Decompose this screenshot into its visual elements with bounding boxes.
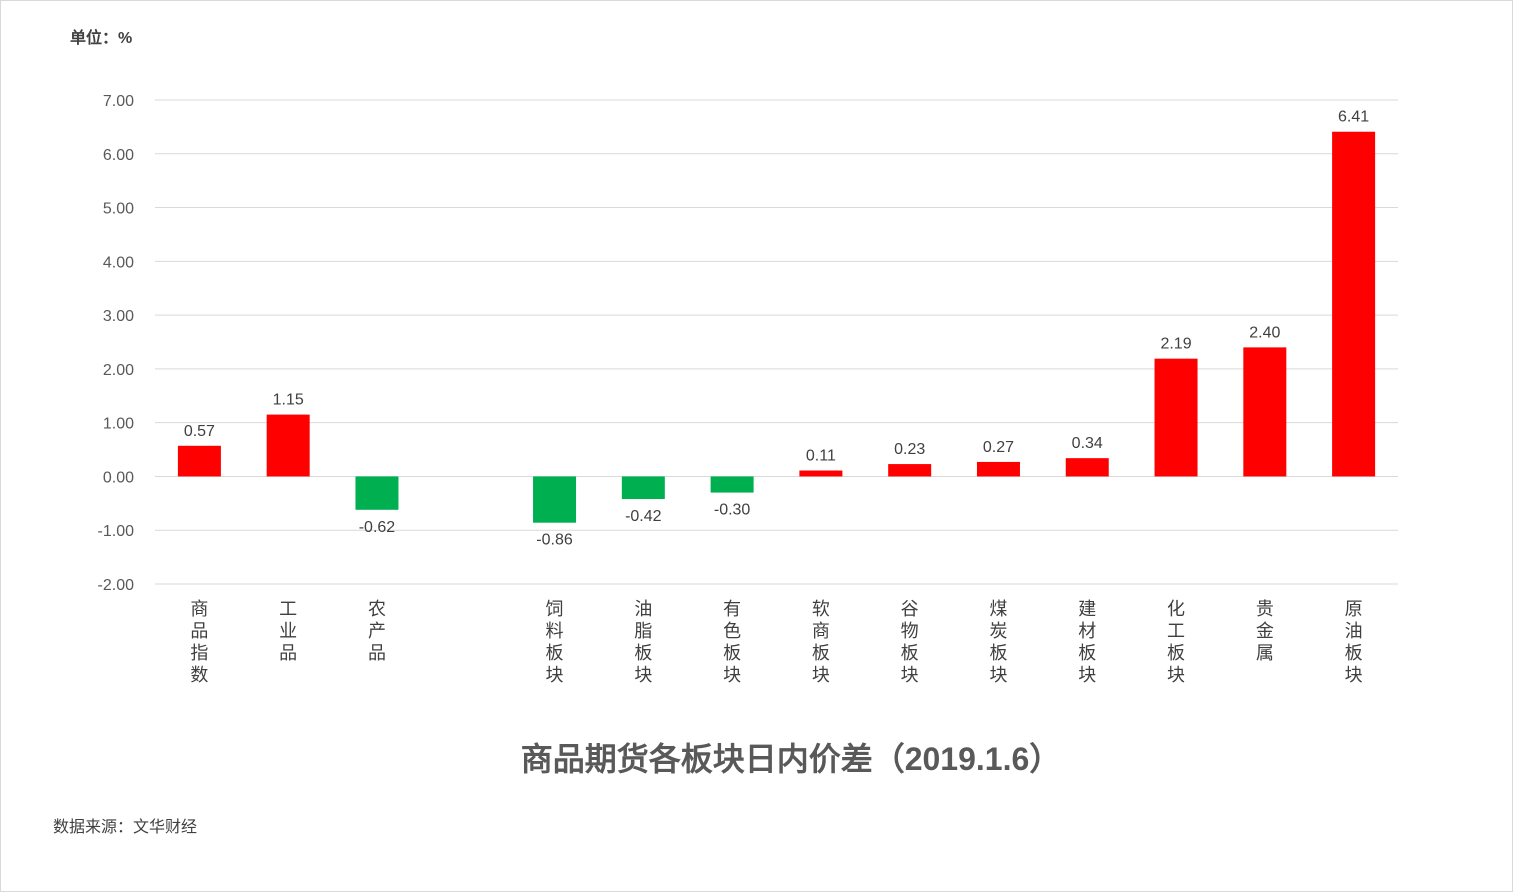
data-label: -0.30 <box>714 502 751 519</box>
bar <box>621 476 665 500</box>
data-label: 0.57 <box>184 423 215 440</box>
category-label: 原油板块 <box>1345 599 1363 686</box>
data-label: 2.19 <box>1160 336 1191 353</box>
category-label: 油脂板块 <box>634 599 652 686</box>
y-tick-label: 3.00 <box>103 308 134 325</box>
bar <box>266 414 310 477</box>
bar <box>1065 458 1109 477</box>
data-label: -0.86 <box>536 532 573 549</box>
category-label: 煤炭板块 <box>989 599 1007 686</box>
bar <box>1332 131 1376 477</box>
bar <box>888 464 932 477</box>
category-label: 商品指数 <box>190 599 208 686</box>
data-label: 1.15 <box>273 392 304 409</box>
y-tick-label: 0.00 <box>103 469 134 486</box>
data-label: 0.34 <box>1072 435 1103 452</box>
category-label: 饲料板块 <box>546 599 564 686</box>
y-tick-label: 6.00 <box>103 147 134 164</box>
bar <box>533 476 577 523</box>
source-label: 数据来源：文华财经 <box>53 819 198 836</box>
bar <box>1243 347 1287 477</box>
y-tick-label: 2.00 <box>103 362 134 379</box>
data-label: 0.23 <box>894 441 925 458</box>
category-label: 农产品 <box>368 599 386 664</box>
data-label: 6.41 <box>1338 109 1369 126</box>
bar <box>1154 358 1198 477</box>
y-tick-label: 1.00 <box>103 416 134 433</box>
y-tick-label: -1.00 <box>98 523 135 540</box>
data-label: 0.11 <box>806 448 836 465</box>
data-label: 0.27 <box>983 439 1014 456</box>
data-label: -0.42 <box>625 508 662 525</box>
data-label: -0.62 <box>359 519 396 536</box>
unit-label: 单位：% <box>70 30 133 47</box>
chart-title: 商品期货各板块日内价差（2019.1.6） <box>520 741 1062 777</box>
bar <box>177 445 221 477</box>
category-label: 建材板块 <box>1078 599 1096 686</box>
category-label: 工业品 <box>279 599 297 664</box>
bar <box>710 476 754 493</box>
y-tick-label: -2.00 <box>98 577 135 594</box>
category-label: 化工板块 <box>1167 599 1185 686</box>
y-tick-label: 5.00 <box>103 201 134 218</box>
category-label: 贵金属 <box>1256 599 1274 664</box>
bar <box>355 476 399 510</box>
bar <box>976 461 1020 477</box>
category-label: 有色板块 <box>723 599 741 686</box>
category-label: 软商板块 <box>812 599 830 686</box>
y-tick-label: 7.00 <box>103 93 134 110</box>
data-label: 2.40 <box>1249 324 1280 341</box>
category-label: 谷物板块 <box>901 599 919 686</box>
y-tick-label: 4.00 <box>103 254 134 271</box>
bar <box>799 470 843 477</box>
